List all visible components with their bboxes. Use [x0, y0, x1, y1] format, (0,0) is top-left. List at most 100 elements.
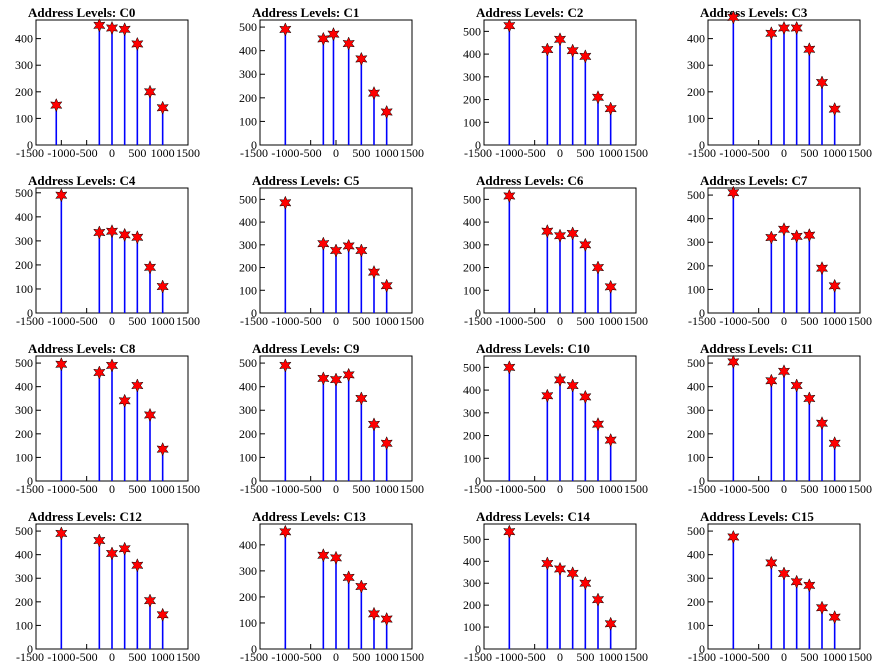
x-tick-label: -500: [300, 146, 322, 160]
level-marker: [727, 354, 740, 370]
level-marker: [503, 188, 516, 204]
y-tick-label: 0: [699, 138, 705, 152]
y-tick-label: 200: [687, 85, 705, 99]
x-tick-label: 0: [781, 482, 787, 496]
x-tick-label: 500: [800, 482, 818, 496]
level-marker: [55, 357, 68, 372]
data-bar: [732, 17, 735, 146]
level-marker: [803, 391, 816, 406]
chart-title: Address Levels: C5: [252, 173, 360, 188]
data-bar: [584, 56, 587, 146]
x-tick-label: 1000: [151, 146, 175, 160]
x-tick-label: -1000: [271, 146, 299, 160]
chart-title: Address Levels: C9: [252, 341, 360, 356]
data-bar: [609, 286, 612, 313]
x-tick-label: 1000: [599, 482, 623, 496]
x-tick-label: 0: [557, 650, 563, 664]
level-marker: [579, 237, 592, 252]
y-tick-label: 500: [15, 186, 33, 200]
data-bar: [833, 285, 836, 313]
x-tick-label: 0: [109, 314, 115, 328]
x-tick-label: -500: [300, 482, 322, 496]
level-marker: [727, 185, 740, 200]
x-tick-label: 500: [352, 314, 370, 328]
level-marker: [765, 373, 778, 388]
level-marker: [579, 49, 592, 64]
x-tick-label: 0: [557, 314, 563, 328]
level-marker: [828, 101, 841, 117]
y-tick-label: 200: [687, 595, 705, 609]
y-tick-label: 200: [239, 91, 257, 105]
level-marker: [156, 100, 169, 115]
y-tick-label: 400: [15, 380, 33, 394]
y-tick-label: 200: [687, 259, 705, 273]
y-tick-label: 100: [463, 283, 481, 297]
y-tick-label: 100: [15, 282, 33, 296]
x-tick-label: 500: [800, 314, 818, 328]
x-tick-label: 0: [781, 314, 787, 328]
data-bar: [149, 267, 151, 313]
data-bar: [123, 548, 126, 649]
y-tick-label: 300: [687, 571, 705, 585]
chart-panel: Address Levels: C11 0 100 200 300 400 500 -1500…: [672, 336, 896, 504]
data-bar: [783, 27, 785, 146]
level-marker: [553, 561, 567, 577]
level-marker: [604, 279, 617, 294]
y-tick-label: 0: [699, 642, 705, 656]
data-bar: [284, 29, 287, 146]
y-tick-label: 400: [463, 215, 481, 229]
level-marker: [55, 188, 68, 203]
data-bar: [111, 27, 113, 146]
x-tick-label: 1000: [823, 314, 847, 328]
data-bar: [284, 202, 287, 313]
x-tick-label: -1000: [719, 146, 747, 160]
data-bar: [584, 244, 587, 313]
data-bar: [98, 540, 101, 649]
data-bar: [597, 267, 599, 313]
chart-panel: Address Levels: C4 0 100 200 300 400 500 -1500-…: [0, 168, 224, 336]
x-tick-label: 500: [128, 146, 146, 160]
y-tick-label: 100: [463, 115, 481, 129]
data-bar: [821, 423, 823, 481]
x-tick-label: 1500: [624, 650, 648, 664]
x-tick-label: 1000: [151, 650, 175, 664]
data-bar: [373, 613, 375, 649]
x-tick-label: -500: [76, 482, 98, 496]
level-marker: [118, 393, 131, 408]
y-tick-label: 300: [239, 564, 257, 578]
level-marker: [105, 546, 119, 561]
data-bar: [284, 531, 287, 649]
x-tick-label: -500: [76, 314, 98, 328]
data-bar: [833, 617, 836, 649]
y-tick-label: 200: [463, 598, 481, 612]
level-marker: [131, 230, 144, 245]
x-tick-label: 0: [109, 650, 115, 664]
level-marker: [790, 378, 803, 393]
level-marker: [727, 529, 740, 545]
data-bar: [322, 38, 325, 146]
y-tick-label: 0: [27, 474, 33, 488]
x-tick-label: -500: [300, 650, 322, 664]
chart-panel: Address Levels: C1 0 100 200 300 400 500 -1500-…: [224, 0, 448, 168]
data-bar: [360, 250, 363, 313]
data-bar: [808, 398, 811, 481]
y-tick-label: 500: [239, 20, 257, 34]
data-bar: [783, 371, 785, 481]
y-tick-label: 300: [239, 238, 257, 252]
y-tick-label: 500: [463, 532, 481, 546]
data-bar: [60, 195, 63, 313]
x-tick-label: -500: [524, 650, 546, 664]
level-marker: [579, 576, 592, 591]
data-bar: [136, 565, 139, 649]
x-tick-label: -500: [524, 146, 546, 160]
level-marker: [143, 407, 157, 423]
data-bar: [732, 361, 735, 481]
x-tick-label: -1500: [688, 482, 716, 496]
chart-svg: 0 100 200 300 400 500 -1500 -1000 -500 0 500 1000 15…: [15, 355, 200, 496]
data-bar: [597, 599, 599, 649]
level-marker: [503, 524, 516, 539]
chart-title: Address Levels: C15: [700, 509, 814, 524]
x-tick-label: 500: [128, 482, 146, 496]
level-marker: [765, 230, 778, 245]
